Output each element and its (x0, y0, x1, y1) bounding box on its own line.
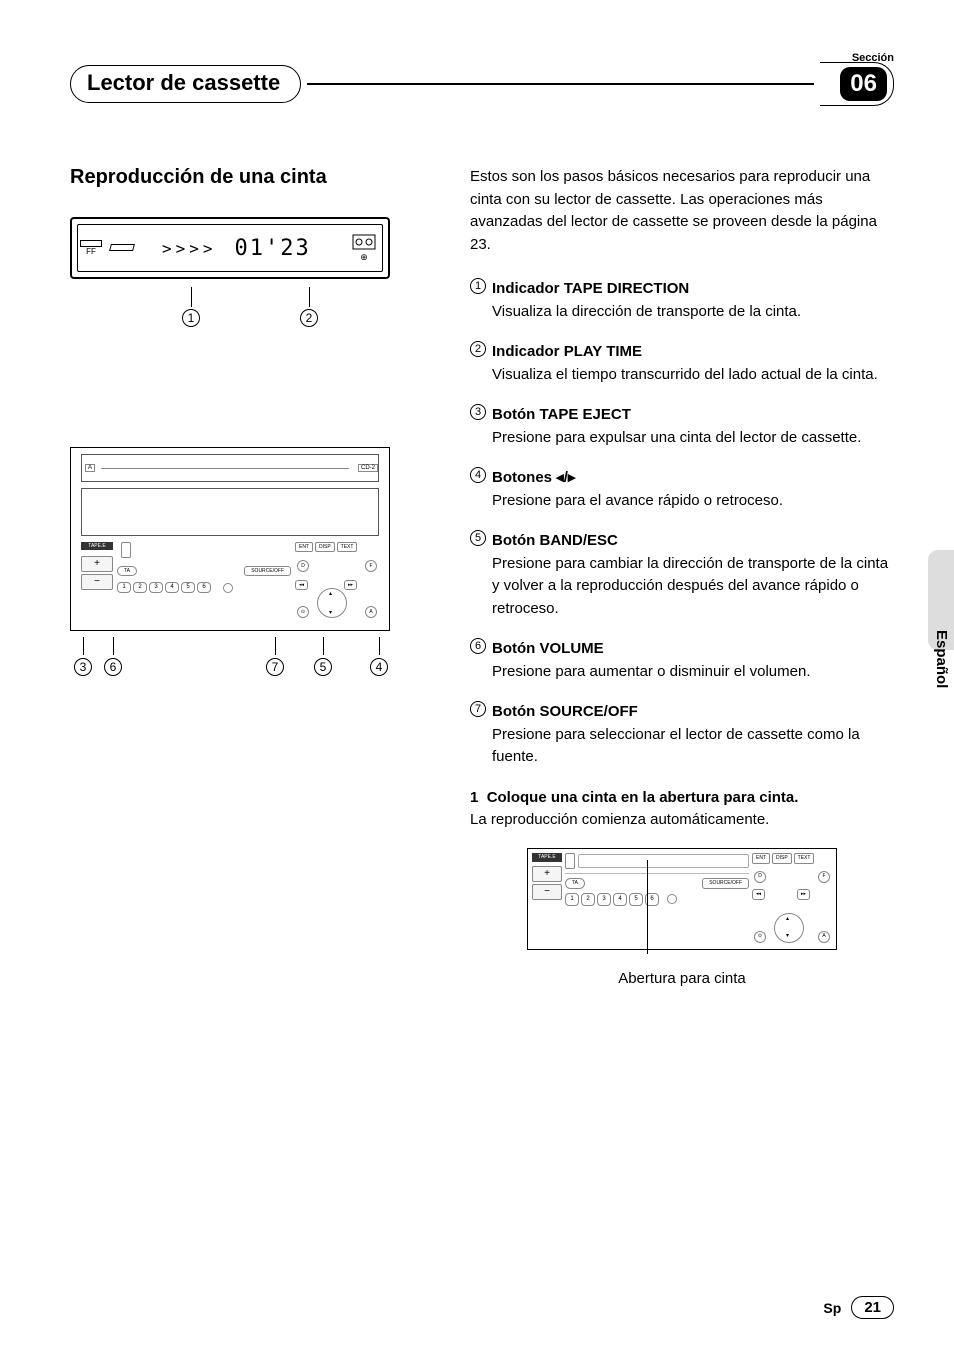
item-2: 2 Indicador PLAY TIME Visualiza el tiemp… (470, 341, 894, 386)
section-label: Sección (852, 52, 894, 64)
a-button[interactable]: A (365, 606, 377, 618)
item-desc-2: Visualiza el tiempo transcurrido del lad… (492, 366, 878, 383)
item-desc-5: Presione para cambiar la dirección de tr… (492, 555, 888, 617)
right-column: Estos son los pasos básicos necesarios p… (470, 166, 894, 990)
subheading: Reproducción de una cinta (70, 166, 430, 189)
item-7: 7 Botón SOURCE/OFF Presione para selecci… (470, 701, 894, 769)
tape-opening-highlight (578, 854, 749, 868)
section-number: 06 (840, 67, 887, 101)
item-desc-4: Presione para el avance rápido o retroce… (492, 492, 783, 509)
item-desc-7: Presione para seleccionar el lector de c… (492, 726, 860, 766)
device-lcd (81, 488, 379, 536)
language-label: Español (933, 630, 950, 688)
preset-3[interactable]: 3 (149, 582, 163, 593)
callout-5: 5 (314, 658, 332, 676)
tape-slot: A CD-2 (81, 454, 379, 482)
device-diagram: A CD-2 TAPE.E + − (70, 447, 390, 631)
header-rule (307, 83, 814, 85)
forward-button[interactable]: ▸▸ (344, 580, 357, 590)
item-num-6: 6 (470, 638, 486, 654)
page-footer: Sp 21 (823, 1296, 894, 1319)
item-3: 3 Botón TAPE EJECT Presione para expulsa… (470, 404, 894, 449)
page-header: Sección Lector de cassette 06 (70, 62, 894, 106)
footer-lang: Sp (823, 1300, 841, 1316)
preset-5[interactable]: 5 (181, 582, 195, 593)
item-desc-6: Presione para aumentar o disminuir el vo… (492, 663, 811, 680)
item-4: 4 Botones ◂/▸ Presione para el avance rá… (470, 467, 894, 512)
item-5: 5 Botón BAND/ESC Presione para cambiar l… (470, 530, 894, 620)
preset-6[interactable]: 6 (197, 582, 211, 593)
tape-e-label: TAPE.E (81, 542, 113, 550)
rewind-button[interactable]: ◂◂ (295, 580, 308, 590)
callout-3: 3 (74, 658, 92, 676)
eject-handle[interactable] (121, 542, 131, 558)
dpad[interactable]: ▴ ▾ (317, 588, 347, 618)
section-title: Lector de cassette (70, 65, 301, 103)
lcd-direction-indicator: >>>> (162, 239, 217, 258)
ent-button[interactable]: ENT (295, 542, 313, 552)
small-device-diagram: TAPE.E + − (527, 848, 837, 950)
lcd-callouts: 1 2 (70, 287, 430, 327)
slot-cd2-label: CD-2 (358, 464, 378, 472)
callout-7: 7 (266, 658, 284, 676)
preset-2[interactable]: 2 (133, 582, 147, 593)
item-num-3: 3 (470, 404, 486, 420)
callout-4: 4 (370, 658, 388, 676)
lcd-diagram: FF >>>> 01'23 ⊕ (70, 217, 390, 279)
text-button[interactable]: TEXT (337, 542, 358, 552)
volume-controls: TAPE.E + − (81, 542, 113, 620)
item-num-1: 1 (470, 278, 486, 294)
callout-2: 2 (300, 309, 318, 327)
item-desc-1: Visualiza la dirección de transporte de … (492, 303, 801, 320)
lcd-left-icons: FF (80, 240, 102, 256)
item-1: 1 Indicador TAPE DIRECTION Visualiza la … (470, 278, 894, 323)
section-number-container: 06 (820, 62, 894, 106)
item-num-7: 7 (470, 701, 486, 717)
item-num-5: 5 (470, 530, 486, 546)
device-callouts: 3 6 7 5 4 (70, 637, 430, 677)
lcd-time-indicator: 01'23 (235, 236, 311, 261)
lcd-wave-icon (102, 244, 142, 253)
callout-1: 1 (182, 309, 200, 327)
source-off-button[interactable]: SOURCE/OFF (244, 566, 291, 576)
slot-a-label: A (85, 464, 95, 472)
preset-1[interactable]: 1 (117, 582, 131, 593)
item-num-4: 4 (470, 467, 486, 483)
lcd-cassette-icon: ⊕ (352, 234, 376, 263)
step-desc: La reproducción comienza automáticamente… (470, 811, 769, 828)
band-button[interactable]: ⊙ (297, 606, 309, 618)
step-1: 1 Coloque una cinta en la abertura para … (470, 787, 894, 991)
preset-4[interactable]: 4 (165, 582, 179, 593)
f-button[interactable]: F (365, 560, 377, 572)
aux-button[interactable] (223, 583, 233, 593)
d-button[interactable]: D (297, 560, 309, 572)
preset-buttons: 1 2 3 4 5 6 (117, 582, 291, 593)
tape-opening-caption: Abertura para cinta (470, 968, 894, 991)
intro-paragraph: Estos son los pasos básicos necesarios p… (470, 166, 894, 256)
ta-button[interactable]: TA (117, 566, 137, 576)
volume-down-button[interactable]: − (81, 574, 113, 590)
left-column: Reproducción de una cinta FF >>>> 01'23 … (70, 166, 430, 990)
page-number: 21 (851, 1296, 894, 1319)
disp-button[interactable]: DISP (315, 542, 335, 552)
item-num-2: 2 (470, 341, 486, 357)
callout-6: 6 (104, 658, 122, 676)
volume-up-button[interactable]: + (81, 556, 113, 572)
item-6: 6 Botón VOLUME Presione para aumentar o … (470, 638, 894, 683)
item-desc-3: Presione para expulsar una cinta del lec… (492, 429, 861, 446)
